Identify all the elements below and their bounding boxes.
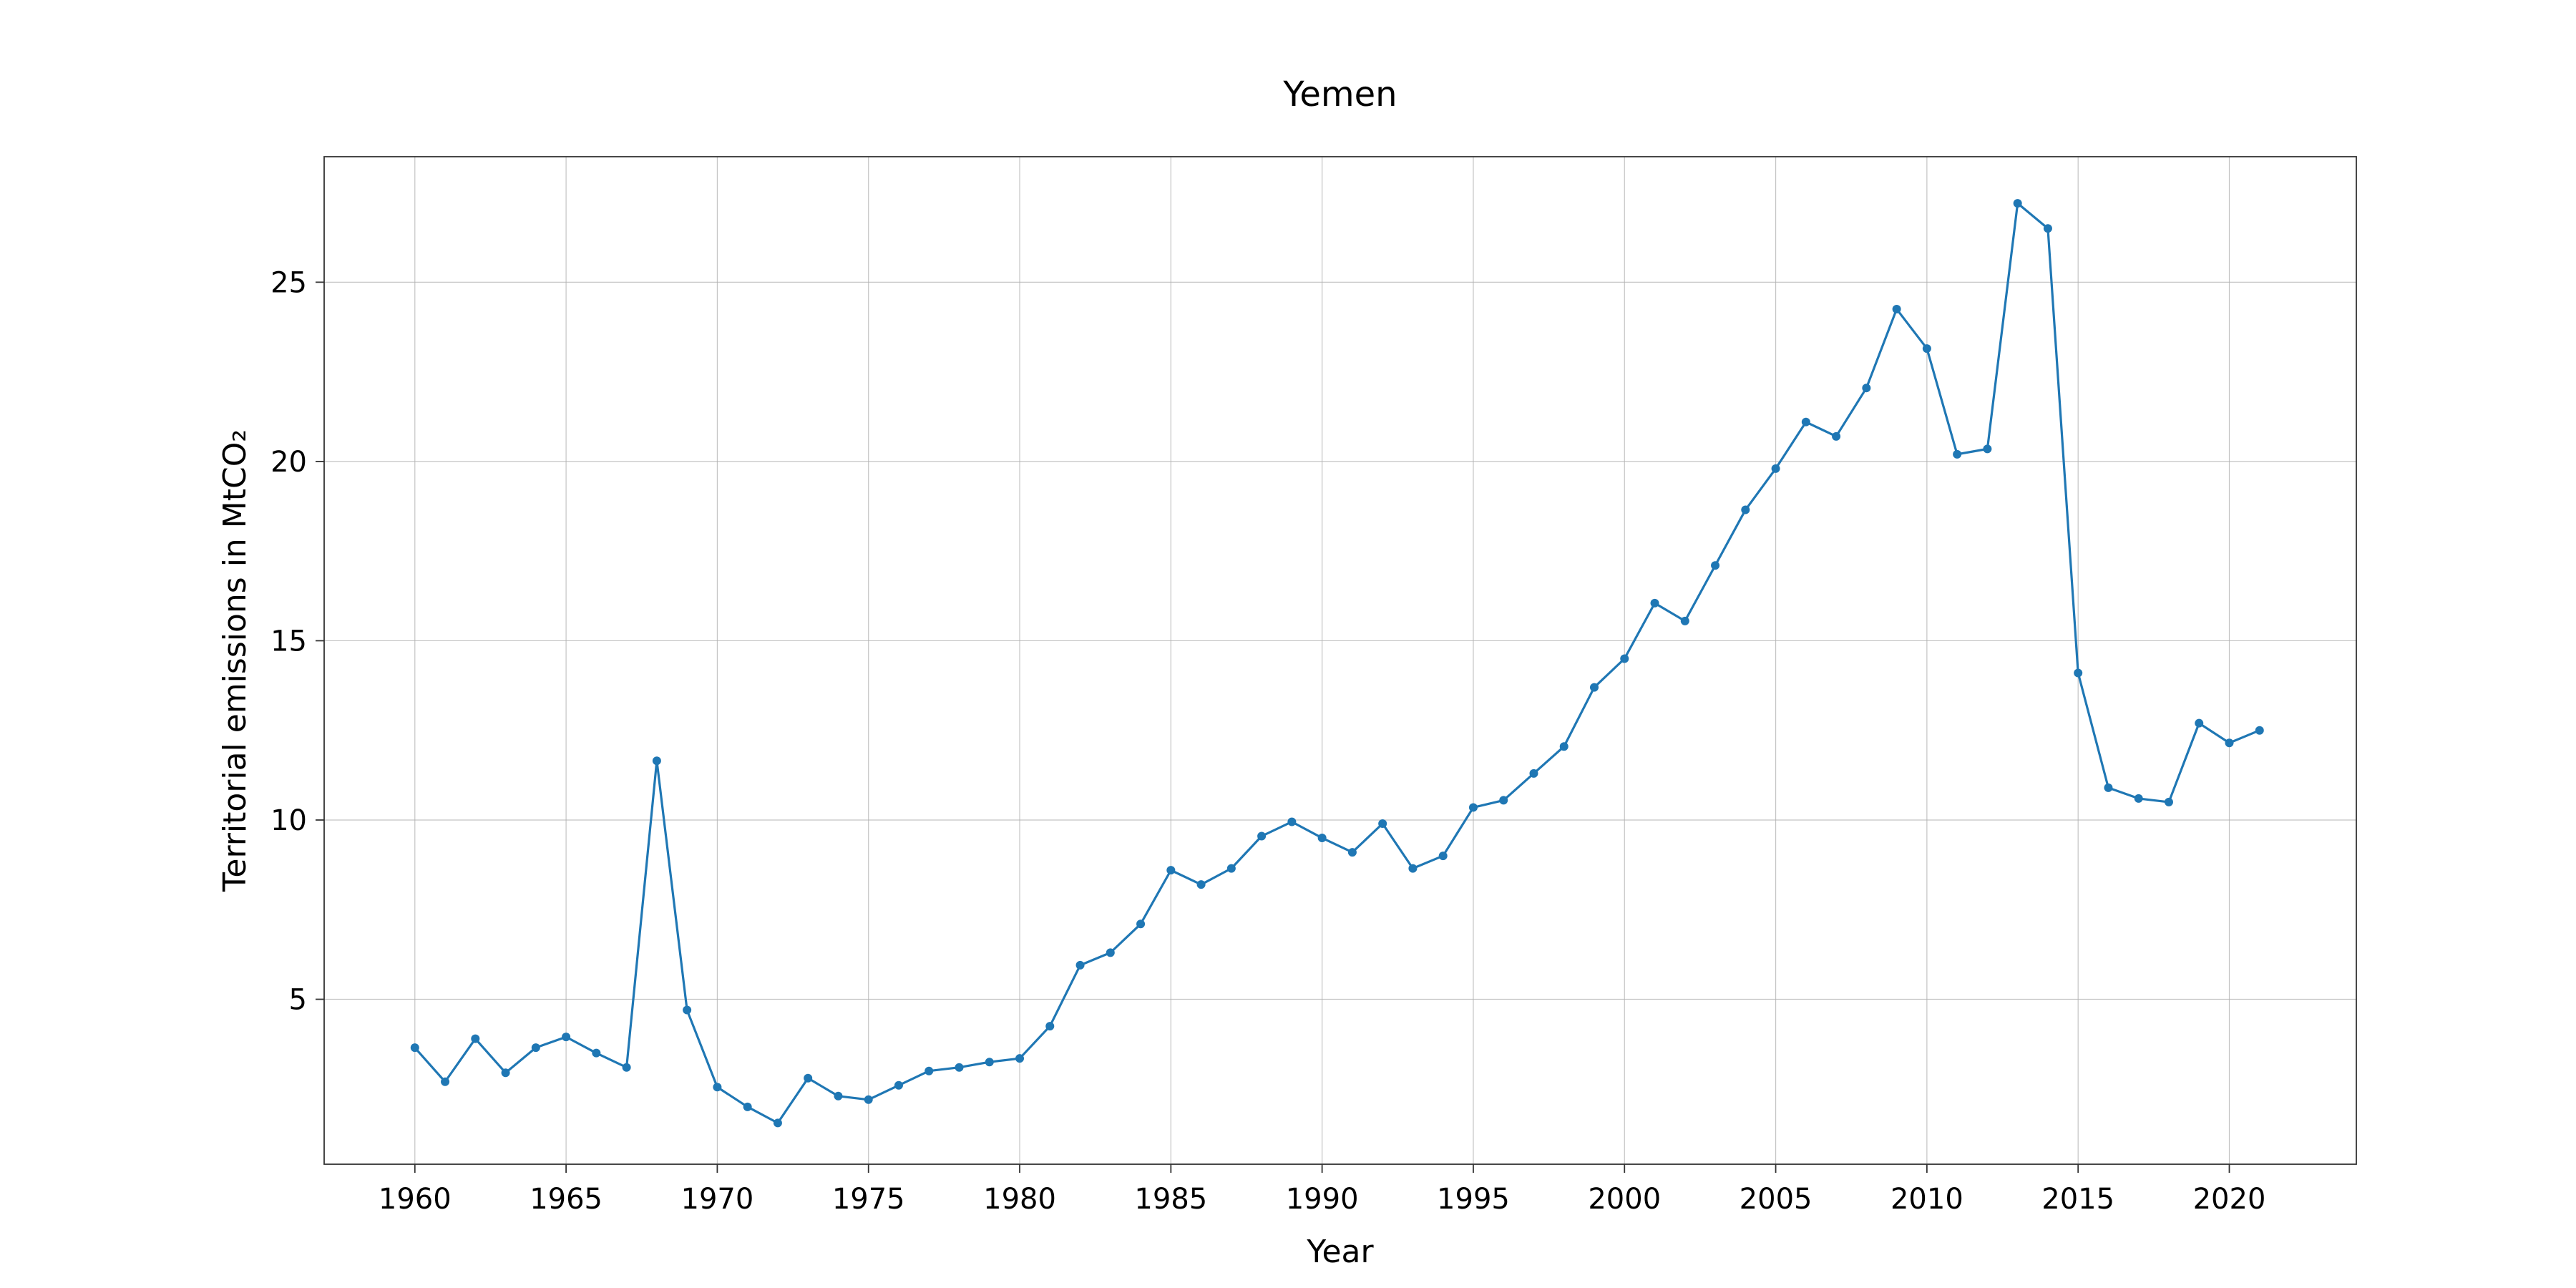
data-point — [2074, 668, 2083, 678]
data-point — [1226, 864, 1236, 873]
data-point — [1347, 848, 1357, 857]
data-point — [1650, 598, 1659, 608]
x-tick-label: 2020 — [2193, 1183, 2266, 1216]
data-point — [2195, 718, 2204, 728]
data-point — [1801, 417, 1810, 426]
data-point — [2134, 794, 2143, 803]
y-tick-label: 5 — [289, 984, 307, 1017]
data-point — [1317, 834, 1327, 843]
grid-lines — [324, 157, 2356, 1164]
data-point — [834, 1091, 843, 1101]
x-tick-label: 2005 — [1740, 1183, 1813, 1216]
x-tick-label: 2000 — [1588, 1183, 1661, 1216]
y-tick-label: 25 — [270, 266, 307, 299]
y-axis-label: Territorial emissions in MtCO₂ — [217, 429, 253, 892]
series-line — [414, 202, 2260, 1124]
data-point — [1408, 864, 1418, 873]
x-tick-label: 1980 — [983, 1183, 1056, 1216]
data-point — [531, 1043, 540, 1053]
data-point — [1378, 819, 1387, 828]
plot-frame — [323, 156, 2357, 1165]
x-tick-label: 1965 — [530, 1183, 602, 1216]
data-point — [1953, 449, 1962, 459]
data-point — [1499, 796, 1508, 805]
data-point — [1680, 616, 1689, 625]
data-point — [1620, 654, 1629, 663]
data-point — [1741, 505, 1750, 514]
data-point — [1106, 948, 1115, 957]
data-point — [2255, 726, 2264, 735]
data-point — [1711, 561, 1720, 570]
data-point — [1196, 880, 1206, 889]
data-point — [713, 1083, 722, 1092]
data-point — [652, 756, 661, 766]
x-tick-label: 2015 — [2041, 1183, 2114, 1216]
data-point — [1136, 919, 1146, 929]
x-tick-label: 1995 — [1437, 1183, 1510, 1216]
data-point — [1922, 344, 1931, 353]
x-tick-label: 1985 — [1134, 1183, 1207, 1216]
data-point — [1468, 803, 1478, 812]
data-series — [410, 199, 2264, 1128]
data-point — [743, 1102, 752, 1111]
x-tick-label: 1975 — [832, 1183, 905, 1216]
data-point — [1559, 742, 1568, 751]
x-tick-label: 2010 — [1890, 1183, 1963, 1216]
data-point — [1832, 431, 1841, 441]
data-point — [955, 1063, 964, 1072]
data-point — [2043, 224, 2052, 233]
x-tick-label: 1970 — [681, 1183, 754, 1216]
data-point — [1438, 852, 1448, 861]
data-point — [1287, 817, 1297, 826]
y-tick-label: 10 — [270, 804, 307, 837]
data-point — [2164, 797, 2173, 806]
data-point — [924, 1066, 934, 1075]
data-point — [894, 1080, 903, 1090]
data-point — [2013, 199, 2022, 208]
data-point — [1045, 1022, 1055, 1031]
data-point — [1590, 683, 1599, 692]
data-point — [1862, 384, 1871, 393]
data-point — [2104, 783, 2113, 792]
data-point — [1257, 831, 1267, 841]
y-tick-label: 20 — [270, 446, 307, 479]
data-point — [471, 1034, 480, 1043]
data-point — [804, 1073, 813, 1083]
x-tick-label: 1960 — [379, 1183, 452, 1216]
axis-ticks: 1960 1965 1970 1975 1980 1985 1990 1995 2000 2005… — [270, 266, 2265, 1216]
y-tick-label: 15 — [270, 625, 307, 658]
data-point — [622, 1063, 631, 1072]
chart-title: Yemen — [1282, 74, 1397, 114]
data-point — [2225, 738, 2234, 748]
data-point — [864, 1095, 873, 1104]
data-point — [1771, 464, 1780, 473]
data-point — [683, 1005, 692, 1015]
data-point — [1529, 769, 1538, 778]
data-point — [410, 1043, 419, 1053]
data-point — [1075, 960, 1085, 970]
x-tick-label: 1990 — [1286, 1183, 1359, 1216]
data-point — [1892, 304, 1901, 313]
data-point — [1983, 444, 1992, 454]
data-point — [441, 1077, 450, 1086]
data-point — [1166, 866, 1176, 875]
data-point — [501, 1068, 510, 1078]
data-point — [985, 1058, 994, 1067]
data-point — [592, 1048, 601, 1058]
data-point — [562, 1033, 571, 1042]
x-axis-label: Year — [1306, 1234, 1374, 1270]
data-point — [773, 1118, 782, 1128]
data-point — [1015, 1054, 1025, 1063]
